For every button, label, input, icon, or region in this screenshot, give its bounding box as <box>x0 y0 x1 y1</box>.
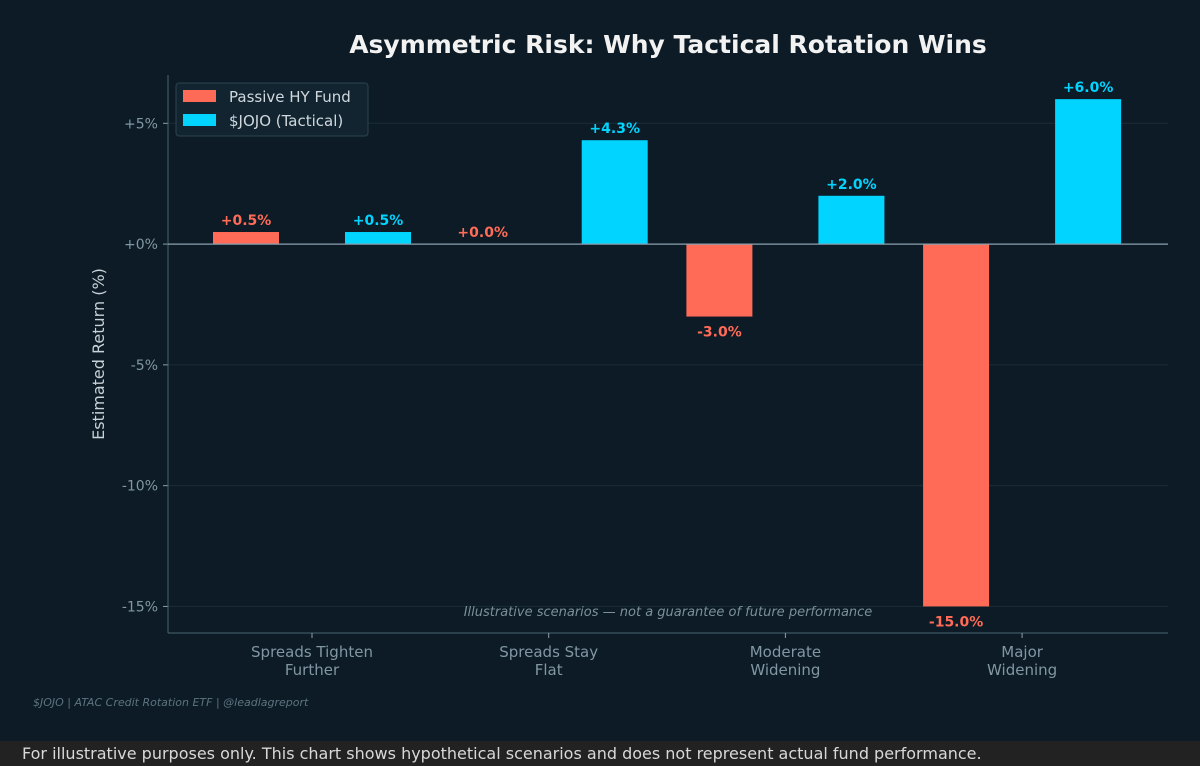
bar-jojo <box>581 140 648 245</box>
bar-passive <box>923 244 990 607</box>
credit-line: $JOJO | ATAC Credit Rotation ETF | @lead… <box>33 696 309 709</box>
legend-swatch <box>183 114 216 126</box>
disclaimer-bar: For illustrative purposes only. This cha… <box>0 741 1200 766</box>
y-tick-label: -5% <box>131 358 158 374</box>
y-tick-label: +5% <box>124 116 158 132</box>
disclaimer-text: For illustrative purposes only. This cha… <box>22 744 982 763</box>
legend-swatch <box>183 90 216 102</box>
bar-chart: Asymmetric Risk: Why Tactical Rotation W… <box>89 30 1168 679</box>
data-label: +4.3% <box>589 121 640 137</box>
legend-label: Passive HY Fund <box>229 88 351 106</box>
x-tick-label: Major <box>1001 643 1043 661</box>
data-label: +6.0% <box>1063 80 1114 96</box>
data-label: +2.0% <box>826 177 877 193</box>
data-label: +0.5% <box>353 213 404 229</box>
x-tick-label: Widening <box>987 661 1057 679</box>
data-label: -3.0% <box>697 325 742 341</box>
bar-passive <box>686 244 753 317</box>
y-tick-label: +0% <box>124 237 158 253</box>
bar-jojo <box>1055 99 1122 245</box>
legend <box>175 82 369 137</box>
annotation: Illustrative scenarios — not a guarantee… <box>464 605 873 620</box>
x-tick-label: Spreads Tighten <box>251 643 373 661</box>
x-tick-label: Moderate <box>750 643 821 661</box>
x-tick-label: Further <box>285 661 340 679</box>
x-tick-label: Spreads Stay <box>499 643 598 661</box>
y-tick-label: -15% <box>122 599 158 615</box>
bar-passive <box>213 232 279 245</box>
chart-title: Asymmetric Risk: Why Tactical Rotation W… <box>349 30 987 59</box>
bar-jojo <box>345 232 411 245</box>
y-tick-label: -10% <box>122 479 158 495</box>
legend-label: $JOJO (Tactical) <box>229 112 343 130</box>
data-label: +0.5% <box>221 213 272 229</box>
y-axis-label: Estimated Return (%) <box>89 268 108 440</box>
x-tick-label: Flat <box>535 661 563 679</box>
data-label: -15.0% <box>929 614 983 630</box>
x-tick-label: Widening <box>750 661 820 679</box>
bar-jojo <box>818 195 885 245</box>
data-label: +0.0% <box>457 225 508 241</box>
